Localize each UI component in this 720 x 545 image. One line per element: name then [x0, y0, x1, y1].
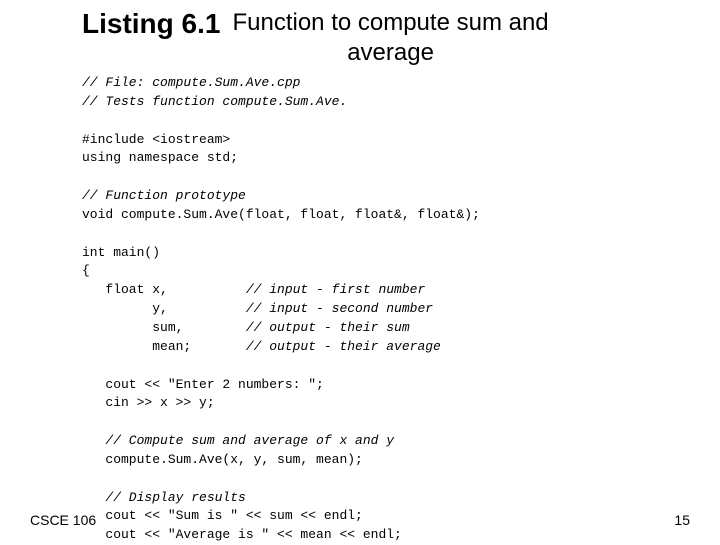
code-line	[82, 168, 720, 187]
code-comment: // output - their sum	[246, 320, 410, 335]
code-line: // Display results	[82, 489, 720, 508]
code-line: float x, // input - first number	[82, 281, 720, 300]
code-line: #include <iostream>	[82, 131, 720, 150]
code-line: sum, // output - their sum	[82, 319, 720, 338]
footer-page-number: 15	[674, 512, 690, 528]
code-line	[82, 413, 720, 432]
code-line: // Function prototype	[82, 187, 720, 206]
code-comment: // output - their average	[246, 339, 441, 354]
code-line: {	[82, 262, 720, 281]
code-line	[82, 225, 720, 244]
code-line: // Compute sum and average of x and y	[82, 432, 720, 451]
code-text: y,	[82, 301, 246, 316]
code-comment: // input - second number	[246, 301, 433, 316]
footer-course-code: CSCE 106	[30, 512, 96, 528]
code-line: mean; // output - their average	[82, 338, 720, 357]
code-line: cout << "Enter 2 numbers: ";	[82, 376, 720, 395]
code-text: sum,	[82, 320, 246, 335]
code-line	[82, 112, 720, 131]
code-comment: // input - first number	[246, 282, 425, 297]
code-line: void compute.Sum.Ave(float, float, float…	[82, 206, 720, 225]
slide-heading: Function to compute sum and average	[232, 8, 548, 68]
code-text: float x,	[82, 282, 246, 297]
code-line	[82, 470, 720, 489]
code-line: y, // input - second number	[82, 300, 720, 319]
code-line: cout << "Sum is " << sum << endl;	[82, 507, 720, 526]
listing-label: Listing 6.1	[82, 8, 220, 40]
code-line: compute.Sum.Ave(x, y, sum, mean);	[82, 451, 720, 470]
code-listing: // File: compute.Sum.Ave.cpp// Tests fun…	[0, 68, 720, 545]
code-line: cout << "Average is " << mean << endl;	[82, 526, 720, 545]
heading-line-1: Function to compute sum and	[232, 9, 548, 36]
code-line	[82, 357, 720, 376]
code-line: cin >> x >> y;	[82, 394, 720, 413]
heading-line-2: average	[347, 39, 434, 66]
code-line: int main()	[82, 244, 720, 263]
code-line: // Tests function compute.Sum.Ave.	[82, 93, 720, 112]
code-text: mean;	[82, 339, 246, 354]
slide-title-row: Listing 6.1 Function to compute sum and …	[0, 0, 720, 68]
code-line: using namespace std;	[82, 149, 720, 168]
code-line: // File: compute.Sum.Ave.cpp	[82, 74, 720, 93]
